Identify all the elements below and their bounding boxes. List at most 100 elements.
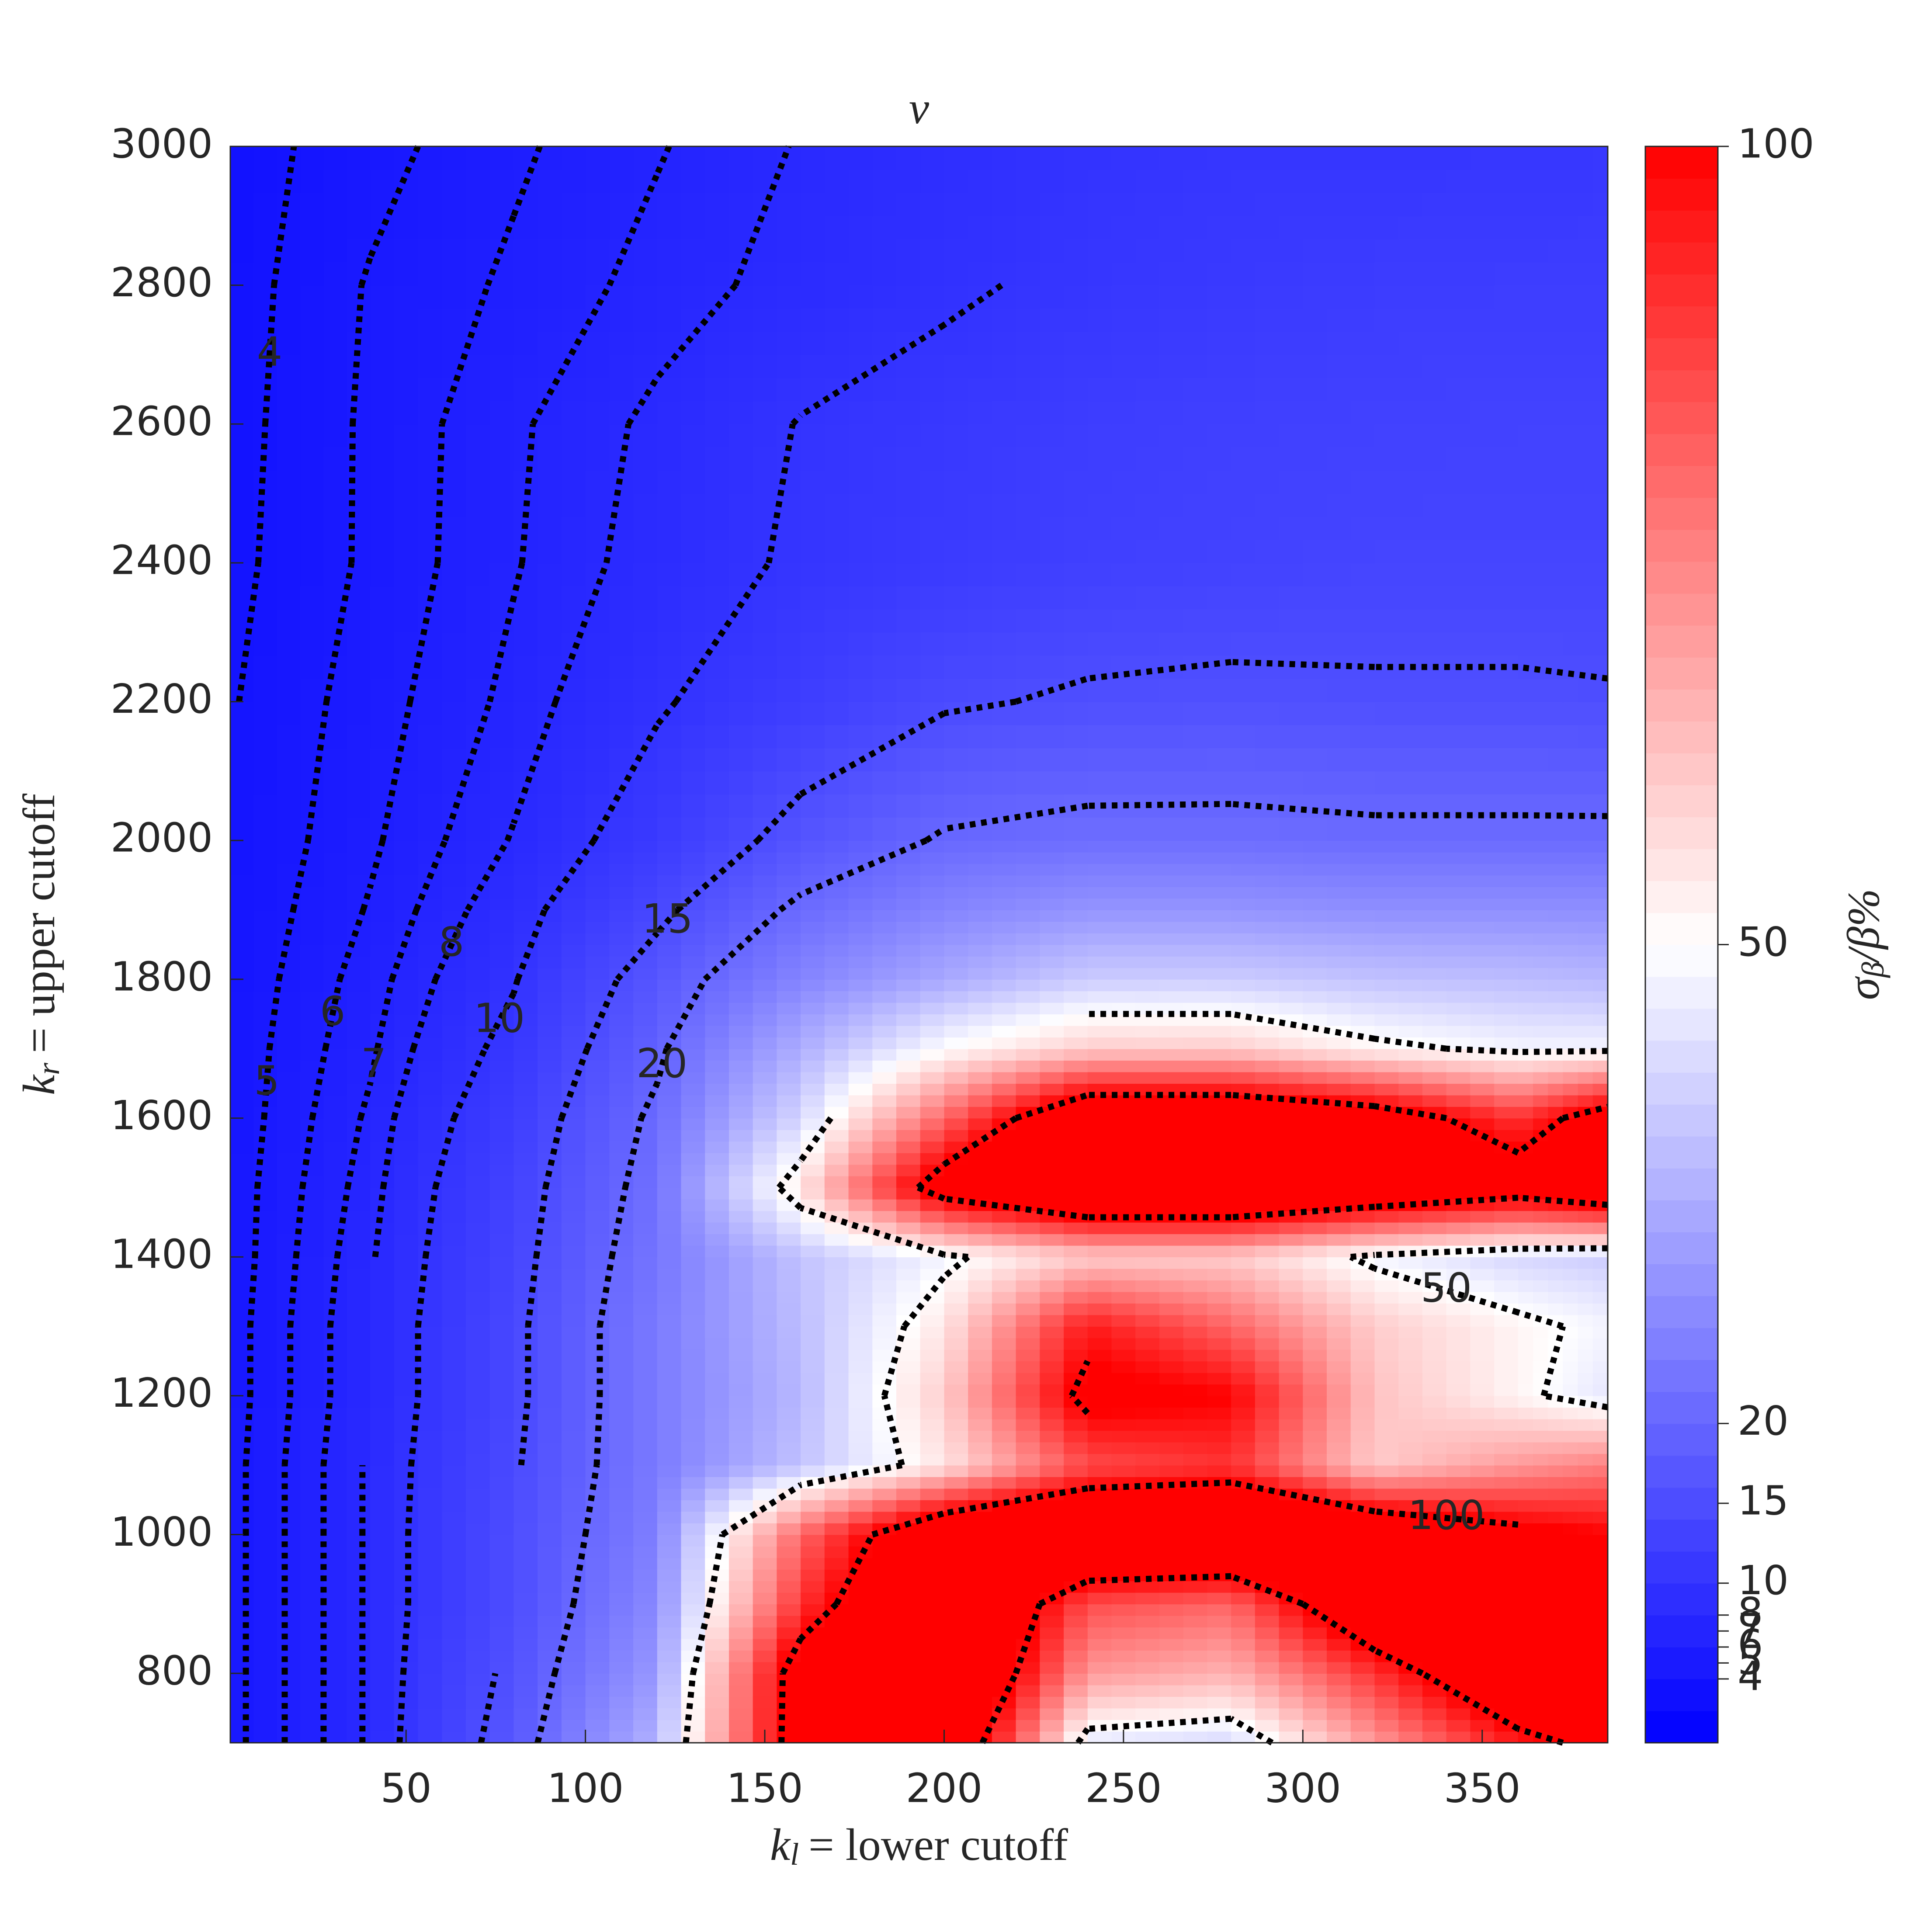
field-cell — [705, 898, 729, 910]
field-cell — [230, 1245, 254, 1257]
field-cell — [1255, 1569, 1280, 1582]
field-cell — [1111, 1303, 1136, 1315]
field-cell — [1548, 864, 1564, 876]
field-cell — [1207, 956, 1231, 968]
field-cell — [489, 1720, 514, 1732]
field-cell — [418, 1465, 443, 1477]
field-cell — [1592, 1095, 1608, 1107]
field-cell — [729, 1638, 753, 1651]
field-cell — [1159, 1442, 1184, 1454]
field-cell — [561, 1037, 586, 1049]
field-cell — [1064, 864, 1088, 876]
field-cell — [1087, 1442, 1112, 1454]
field-cell — [1279, 968, 1304, 980]
field-cell — [538, 991, 562, 1003]
field-cell — [920, 1685, 945, 1697]
field-cell — [920, 910, 945, 922]
field-cell — [1231, 1627, 1256, 1639]
field-cell — [1327, 1176, 1351, 1188]
field-cell — [992, 1245, 1016, 1257]
field-cell — [1303, 1234, 1327, 1246]
field-cell — [1064, 910, 1088, 922]
field-cell — [920, 1720, 945, 1732]
field-cell — [609, 725, 634, 749]
field-cell — [1231, 701, 1256, 725]
field-cell — [944, 1048, 968, 1061]
field-cell — [848, 1083, 873, 1096]
field-cell — [300, 1384, 324, 1396]
field-cell — [1563, 1164, 1578, 1176]
field-cell — [657, 1477, 682, 1489]
field-cell — [466, 1014, 490, 1026]
field-cell — [489, 1083, 514, 1096]
field-cell — [1592, 864, 1608, 876]
field-cell — [466, 1430, 490, 1443]
field-cell — [753, 1106, 777, 1119]
field-cell — [1159, 968, 1184, 980]
field-cell — [633, 701, 658, 725]
field-cell — [489, 1477, 514, 1489]
field-cell — [1350, 864, 1375, 876]
field-cell — [1446, 933, 1471, 945]
field-cell — [1422, 1257, 1447, 1269]
field-cell — [1563, 1176, 1578, 1188]
field-cell — [1494, 1234, 1519, 1246]
field-cell — [1279, 1604, 1304, 1616]
field-cell — [466, 1303, 490, 1315]
field-cell — [538, 1349, 562, 1362]
field-cell — [300, 1407, 324, 1419]
field-cell — [896, 1477, 921, 1489]
field-cell — [777, 921, 801, 933]
field-cell — [633, 1557, 658, 1570]
field-cell — [705, 1453, 729, 1466]
field-cell — [513, 1673, 538, 1686]
field-cell — [394, 1349, 419, 1362]
field-cell — [1279, 1326, 1304, 1339]
field-cell — [681, 1153, 705, 1165]
field-cell — [1303, 1720, 1327, 1732]
field-cell — [1231, 1257, 1256, 1269]
field-cell — [1518, 1222, 1533, 1235]
field-cell — [1533, 1280, 1548, 1292]
field-cell — [1563, 1442, 1578, 1454]
field-cell — [394, 1234, 419, 1246]
field-cell — [705, 1234, 729, 1246]
field-cell — [753, 701, 777, 725]
field-cell — [1592, 1546, 1608, 1558]
field-cell — [1064, 1303, 1088, 1315]
field-cell — [968, 1060, 992, 1072]
field-cell — [801, 1361, 825, 1373]
field-cell — [729, 1442, 753, 1454]
field-cell — [1111, 1257, 1136, 1269]
field-cell — [585, 771, 610, 795]
field-cell — [705, 1211, 729, 1223]
field-cell — [848, 1211, 873, 1223]
field-cell — [1398, 968, 1423, 980]
field-cell — [1398, 1211, 1423, 1223]
field-cell — [253, 1627, 277, 1639]
field-cell — [681, 1164, 705, 1176]
field-cell — [1327, 1430, 1351, 1443]
field-cell — [633, 898, 658, 910]
field-cell — [1207, 1268, 1231, 1280]
field-cell — [777, 1534, 801, 1547]
field-cell — [466, 1592, 490, 1605]
field-cell — [1207, 1592, 1231, 1605]
field-cell — [1111, 1130, 1136, 1142]
field-cell — [1183, 1326, 1208, 1339]
field-cell — [1231, 771, 1256, 795]
field-cell — [777, 1141, 801, 1153]
field-cell — [920, 1072, 945, 1084]
field-cell — [1518, 956, 1533, 968]
field-cell — [1183, 1650, 1208, 1662]
field-cell — [1374, 933, 1399, 945]
field-cell — [1064, 1534, 1088, 1547]
field-cell — [418, 1048, 443, 1061]
field-cell — [489, 1338, 514, 1350]
field-cell — [442, 1650, 466, 1662]
field-cell — [824, 1002, 849, 1015]
field-cell — [753, 991, 777, 1003]
field-cell — [347, 1025, 371, 1038]
field-cell — [824, 1060, 849, 1072]
field-cell — [705, 910, 729, 922]
